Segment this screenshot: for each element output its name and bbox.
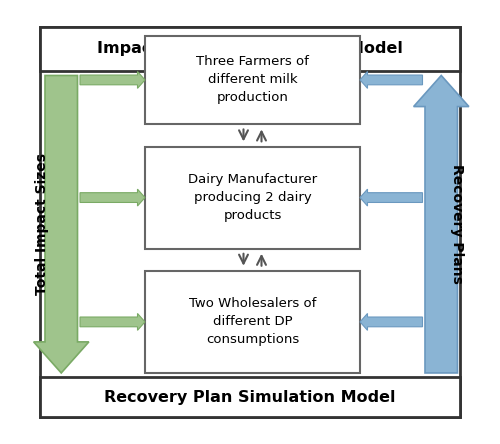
FancyArrow shape [80, 313, 145, 330]
FancyArrow shape [414, 75, 469, 373]
FancyBboxPatch shape [145, 271, 360, 373]
FancyArrow shape [360, 189, 422, 206]
FancyArrow shape [34, 75, 89, 373]
Text: Recovery Plans: Recovery Plans [450, 164, 464, 284]
FancyBboxPatch shape [40, 27, 460, 71]
FancyArrow shape [80, 189, 145, 206]
Text: Recovery Plan Simulation Model: Recovery Plan Simulation Model [104, 390, 396, 405]
FancyBboxPatch shape [145, 147, 360, 249]
FancyArrow shape [80, 71, 145, 88]
Text: Impact Analysis Simulation Model: Impact Analysis Simulation Model [97, 41, 403, 56]
FancyBboxPatch shape [40, 377, 460, 417]
FancyBboxPatch shape [40, 27, 460, 417]
Text: Two Wholesalers of
different DP
consumptions: Two Wholesalers of different DP consumpt… [189, 297, 316, 346]
FancyArrow shape [360, 313, 422, 330]
Text: Total Impact Sizes: Total Impact Sizes [36, 153, 50, 295]
FancyBboxPatch shape [145, 36, 360, 124]
Text: Dairy Manufacturer
producing 2 dairy
products: Dairy Manufacturer producing 2 dairy pro… [188, 173, 317, 222]
FancyArrow shape [360, 71, 422, 88]
Text: Three Farmers of
different milk
production: Three Farmers of different milk producti… [196, 56, 309, 104]
